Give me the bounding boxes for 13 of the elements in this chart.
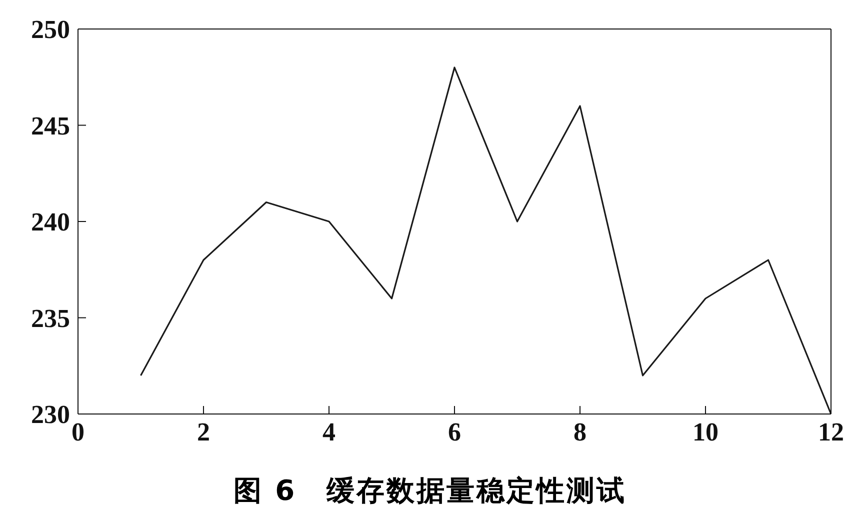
x-tick-label: 2 [197,417,210,446]
x-tick-label: 10 [692,417,718,446]
x-tick-label: 0 [72,417,84,446]
y-tick-label: 230 [31,400,70,430]
text: 图 6 缓存数据量稳定性测试 [232,473,628,509]
x-tick-label: 8 [574,417,586,446]
y-tick-label: 250 [31,15,70,44]
x-tick-label: 4 [322,417,336,446]
y-tick-label: 235 [31,304,70,333]
x-tick-label: 12 [818,417,844,446]
y-tick-label: 245 [31,111,70,140]
x-tick-label: 6 [448,417,461,446]
y-tick-label: 240 [31,208,70,237]
